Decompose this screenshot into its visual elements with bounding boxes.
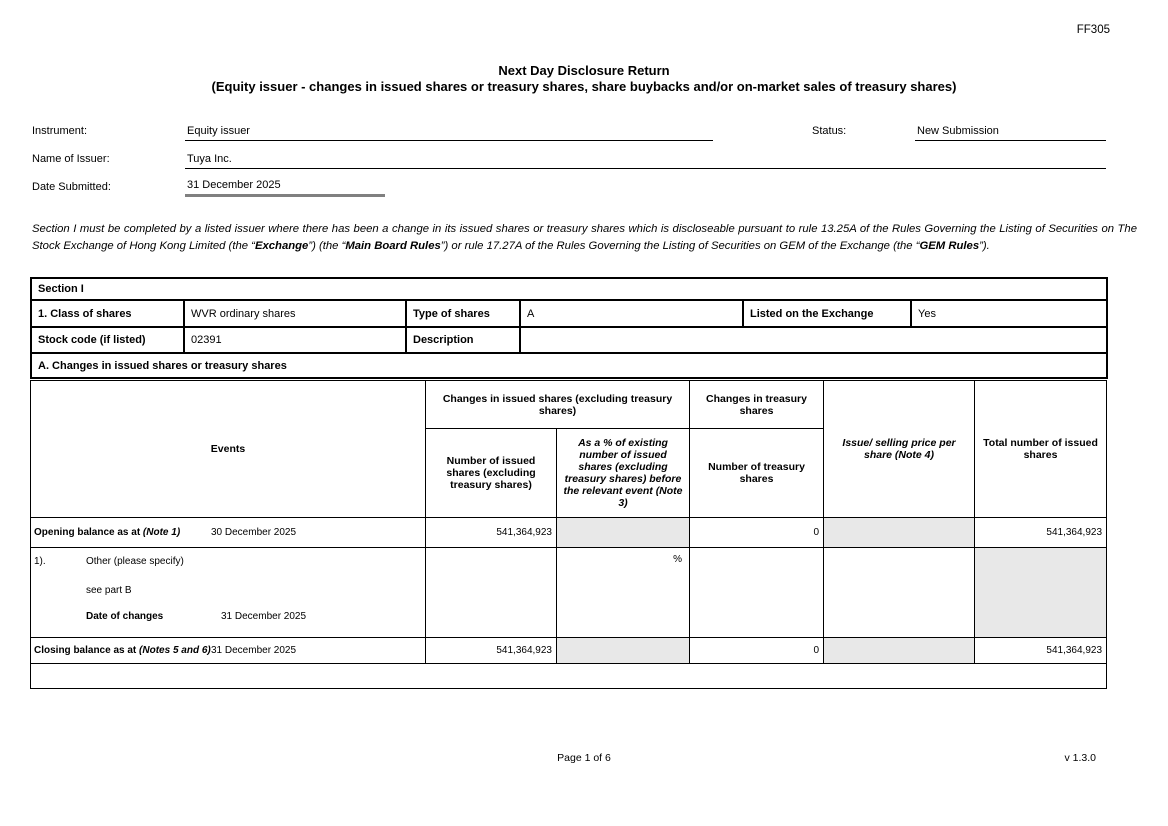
intro-text-3: ”) or rule 17.27A of the Rules Governing… — [440, 240, 920, 253]
instrument-field[interactable]: Equity issuer — [185, 125, 713, 141]
total-issued-column-header: Total number of issued shares — [974, 380, 1108, 518]
treasury-shares-group-header: Changes in treasury shares — [689, 380, 825, 429]
form-version: v 1.3.0 — [1064, 752, 1096, 764]
closing-price-cell-disabled — [823, 637, 976, 664]
closing-balance-label: Closing balance as at (Notes 5 and 6) — [34, 645, 211, 656]
section1-title: Section I — [29, 277, 1109, 301]
intro-gem-rules-term: GEM Rules — [919, 240, 980, 253]
event1-total-cell-disabled — [974, 547, 1108, 638]
event1-date-line: Date of changes 31 December 2025 — [86, 611, 421, 622]
form-header-fields: Instrument: Equity issuer Status: New Su… — [32, 113, 1106, 197]
page-number: Page 1 of 6 — [557, 752, 611, 764]
issued-number-column-header: Number of issued shares (excluding treas… — [425, 428, 557, 518]
closing-balance-row: Closing balance as at (Notes 5 and 6)31 … — [30, 637, 1108, 664]
status-field[interactable]: New Submission — [915, 125, 1106, 141]
treasury-number-column-header: Number of treasury shares — [689, 428, 825, 518]
opening-percent-cell-disabled — [555, 517, 691, 548]
event1-date-label: Date of changes — [86, 611, 164, 622]
class-of-shares-row: 1. Class of shares WVR ordinary shares T… — [30, 299, 1109, 328]
class-of-shares-label: 1. Class of shares — [30, 299, 185, 328]
event1-detail[interactable]: see part B — [86, 585, 132, 596]
closing-balance-label-text: Closing balance as at — [34, 645, 140, 656]
opening-balance-date[interactable]: 30 December 2025 — [211, 527, 297, 538]
changes-table: Events Changes in issued shares (excludi… — [29, 380, 1108, 689]
form-title-line2: (Equity issuer - changes in issued share… — [211, 78, 957, 94]
stock-code-label: Stock code (if listed) — [30, 326, 185, 354]
event1-treasury-number-cell[interactable] — [689, 547, 825, 638]
stock-code-row: Stock code (if listed) 02391 Description — [30, 326, 1109, 354]
type-of-shares-label: Type of shares — [405, 299, 521, 328]
issuer-row: Name of Issuer: Tuya Inc. — [32, 141, 1106, 169]
stock-code-field[interactable]: 02391 — [183, 326, 407, 354]
date-submitted-row: Date Submitted: 31 December 2025 — [32, 169, 1106, 197]
form-title: Next Day Disclosure Return (Equity issue… — [0, 63, 1168, 94]
closing-treasury-number-cell[interactable]: 0 — [689, 637, 825, 664]
part-a-title: A. Changes in issued shares or treasury … — [29, 352, 1109, 379]
intro-main-board-rules-term: Main Board Rules — [345, 240, 441, 253]
empty-row-cell — [29, 663, 1108, 689]
listed-on-exchange-label: Listed on the Exchange — [742, 299, 912, 328]
description-label: Description — [405, 326, 521, 354]
event1-events-cell: 1). Other (please specify) see part B Dat… — [30, 547, 426, 638]
issued-shares-group-header: Changes in issued shares (excluding trea… — [424, 380, 691, 429]
intro-exchange-term: Exchange — [254, 240, 309, 253]
opening-balance-note: (Note 1) — [142, 527, 181, 538]
opening-price-cell-disabled — [823, 517, 976, 548]
changes-table-sub-header-row: Number of issued shares (excluding treas… — [31, 428, 1107, 518]
event1-date[interactable]: 31 December 2025 — [221, 611, 307, 622]
intro-text-4: ”). — [979, 240, 990, 253]
changes-table-group-header-row: Events Changes in issued shares (excludi… — [30, 380, 1108, 518]
intro-paragraph: Section I must be completed by a listed … — [32, 221, 1137, 256]
price-column-header: Issue/ selling price per share (Note 4) — [823, 380, 976, 518]
empty-row — [29, 663, 1108, 689]
status-label: Status: — [812, 125, 847, 137]
intro-text-2: ”) (the “ — [308, 240, 346, 253]
opening-issued-number-cell[interactable]: 541,364,923 — [425, 517, 557, 548]
listed-on-exchange-field[interactable]: Yes — [909, 299, 1109, 328]
event1-name[interactable]: Other (please specify) — [86, 556, 184, 567]
description-field[interactable] — [518, 326, 1109, 354]
opening-balance-label: Opening balance as at (Note 1) — [34, 527, 211, 538]
opening-balance-row: Opening balance as at (Note 1) 30 Decembe… — [30, 517, 1108, 548]
class-of-shares-field[interactable]: WVR ordinary shares — [183, 299, 407, 328]
closing-issued-number-cell[interactable]: 541,364,923 — [425, 637, 557, 664]
event1-index: 1). — [34, 556, 46, 567]
opening-treasury-number-cell[interactable]: 0 — [689, 517, 825, 548]
opening-balance-event-cell: Opening balance as at (Note 1) 30 Decembe… — [30, 517, 426, 548]
issuer-field[interactable]: Tuya Inc. — [185, 153, 1106, 169]
type-of-shares-field[interactable]: A — [519, 299, 744, 328]
closing-balance-date[interactable]: 31 December 2025 — [211, 645, 297, 656]
closing-percent-cell-disabled — [555, 637, 691, 664]
closing-balance-note: (Notes 5 and 6) — [139, 645, 211, 656]
event1-row: 1). Other (please specify) see part B Dat… — [30, 547, 1108, 638]
event1-percent-cell[interactable]: % — [555, 547, 691, 638]
event1-line1: 1). Other (please specify) — [34, 556, 421, 567]
form-title-line1: Next Day Disclosure Return — [498, 63, 670, 78]
issued-percent-column-header: As a % of existing number of issued shar… — [555, 428, 691, 518]
event1-issued-number-cell[interactable] — [425, 547, 557, 638]
percent-unit: % — [673, 554, 683, 565]
event1-price-cell[interactable] — [823, 547, 976, 638]
opening-balance-label-text: Opening balance as at — [34, 527, 143, 538]
date-submitted-label: Date Submitted: — [32, 181, 111, 193]
date-submitted-field[interactable]: 31 December 2025 — [185, 179, 385, 197]
part-a-row: A. Changes in issued shares or treasury … — [29, 352, 1109, 379]
closing-total-cell[interactable]: 541,364,923 — [974, 637, 1108, 664]
issuer-label: Name of Issuer: — [32, 153, 110, 165]
section1-header-row: Section I — [29, 277, 1109, 301]
closing-balance-event-cell: Closing balance as at (Notes 5 and 6)31 … — [30, 637, 426, 664]
events-column-header: Events — [30, 380, 426, 518]
section1-info-table: Section I 1. Class of shares WVR ordinar… — [29, 277, 1109, 379]
instrument-label: Instrument: — [32, 125, 88, 137]
opening-total-cell[interactable]: 541,364,923 — [974, 517, 1108, 548]
instrument-row: Instrument: Equity issuer Status: New Su… — [32, 113, 1106, 141]
intro-text-1: Section I must be completed by a listed … — [32, 223, 1137, 253]
form-code: FF305 — [1076, 24, 1110, 36]
